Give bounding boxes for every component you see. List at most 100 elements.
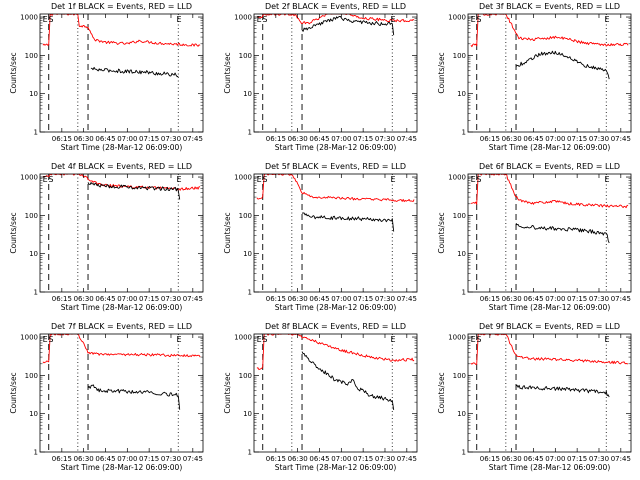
x-tick-label: 07:30 — [375, 455, 395, 463]
y-axis-label: Counts/sec — [223, 52, 232, 93]
x-tick-label: 06:45 — [523, 455, 543, 463]
y-tick-label: 1 — [248, 449, 252, 457]
x-tick-label: 07:30 — [161, 455, 181, 463]
series-group — [256, 14, 415, 36]
event-marker-s: S — [48, 175, 53, 184]
event-marker-s: S — [476, 175, 481, 184]
y-tick-label: 1 — [248, 289, 252, 297]
x-tick-label: 07:45 — [183, 295, 203, 303]
x-tick-label: 07:45 — [397, 135, 417, 143]
event-marker-e: E — [257, 175, 262, 184]
x-tick-label: 07:30 — [375, 135, 395, 143]
event-marker-e: E — [257, 335, 262, 344]
series-group — [470, 14, 629, 80]
x-tick-label: 07:15 — [353, 135, 373, 143]
plot-frame — [39, 13, 204, 133]
x-tick-label: 07:15 — [139, 295, 159, 303]
x-axis-label: Start Time (28-Mar-12 06:09:00) — [61, 143, 183, 152]
x-tick-label: 07:45 — [611, 135, 631, 143]
plot-frame — [253, 13, 418, 133]
y-tick-label: 1000 — [20, 334, 38, 342]
event-marker-end: E — [390, 335, 395, 344]
x-tick-label: 07:15 — [567, 135, 587, 143]
event-marker-s: S — [48, 15, 53, 24]
x-axis-label: Start Time (28-Mar-12 06:09:00) — [61, 303, 183, 312]
y-axis-label: Counts/sec — [437, 212, 446, 253]
x-tick-label: 06:45 — [95, 455, 115, 463]
lld-series-line — [256, 334, 415, 371]
plot-frame — [467, 333, 632, 453]
events-series-line — [515, 222, 610, 244]
panel-title: Det 5f BLACK = Events, RED = LLD — [265, 162, 406, 171]
x-tick-label: 07:45 — [611, 455, 631, 463]
x-tick-label: 07:30 — [161, 135, 181, 143]
x-tick-label: 06:30 — [288, 455, 308, 463]
event-marker-e: E — [471, 175, 476, 184]
x-axis-label: Start Time (28-Mar-12 06:09:00) — [275, 463, 397, 472]
x-axis-label: Start Time (28-Mar-12 06:09:00) — [489, 303, 611, 312]
panel-title: Det 6f BLACK = Events, RED = LLD — [479, 162, 620, 171]
x-tick-label: 06:30 — [502, 295, 522, 303]
plot-frame — [39, 173, 204, 293]
x-tick-label: 06:15 — [52, 455, 72, 463]
x-axis-label: Start Time (28-Mar-12 06:09:00) — [275, 143, 397, 152]
x-tick-label: 07:00 — [331, 135, 351, 143]
x-tick-label: 06:45 — [523, 295, 543, 303]
y-tick-label: 10 — [29, 250, 38, 258]
y-tick-label: 100 — [239, 52, 252, 60]
event-marker-s: S — [48, 335, 53, 344]
series-group — [470, 334, 629, 398]
x-tick-label: 07:00 — [117, 295, 137, 303]
x-tick-label: 07:15 — [353, 455, 373, 463]
event-marker-end: E — [604, 15, 609, 24]
x-tick-label: 07:30 — [589, 455, 609, 463]
x-tick-label: 07:45 — [397, 455, 417, 463]
event-marker-end: E — [176, 15, 181, 24]
y-tick-label: 1000 — [448, 174, 466, 182]
plot-frame — [467, 173, 632, 293]
x-tick-label: 06:30 — [288, 135, 308, 143]
plot-frame — [253, 173, 418, 293]
x-tick-label: 07:30 — [161, 295, 181, 303]
panel-title: Det 9f BLACK = Events, RED = LLD — [479, 322, 620, 331]
y-tick-label: 1000 — [234, 174, 252, 182]
x-tick-label: 07:00 — [545, 455, 565, 463]
event-marker-s: S — [262, 15, 267, 24]
x-tick-label: 07:15 — [567, 455, 587, 463]
event-marker-e: E — [471, 15, 476, 24]
x-tick-label: 07:15 — [139, 135, 159, 143]
x-tick-label: 07:30 — [589, 295, 609, 303]
x-tick-label: 06:30 — [74, 455, 94, 463]
event-marker-end: E — [604, 335, 609, 344]
y-axis-label: Counts/sec — [9, 372, 18, 413]
y-tick-label: 1000 — [234, 14, 252, 22]
events-series-line — [87, 182, 181, 200]
y-axis-label: Counts/sec — [9, 52, 18, 93]
x-tick-label: 07:30 — [589, 135, 609, 143]
y-tick-label: 1 — [462, 129, 466, 137]
y-tick-label: 100 — [25, 52, 38, 60]
x-tick-label: 06:30 — [502, 455, 522, 463]
y-axis-label: Counts/sec — [223, 212, 232, 253]
x-tick-label: 06:30 — [502, 135, 522, 143]
x-tick-label: 07:45 — [611, 295, 631, 303]
y-tick-label: 100 — [453, 212, 466, 220]
x-tick-label: 06:15 — [480, 135, 500, 143]
x-tick-label: 06:15 — [266, 455, 286, 463]
panel-title: Det 4f BLACK = Events, RED = LLD — [51, 162, 192, 171]
y-tick-label: 10 — [457, 250, 466, 258]
y-tick-label: 1 — [462, 289, 466, 297]
panel-title: Det 1f BLACK = Events, RED = LLD — [51, 2, 192, 11]
x-tick-label: 06:15 — [266, 135, 286, 143]
series-group — [256, 174, 415, 232]
lld-series-line — [256, 174, 415, 203]
event-marker-end: E — [390, 15, 395, 24]
y-tick-label: 100 — [239, 212, 252, 220]
x-tick-label: 06:15 — [52, 295, 72, 303]
